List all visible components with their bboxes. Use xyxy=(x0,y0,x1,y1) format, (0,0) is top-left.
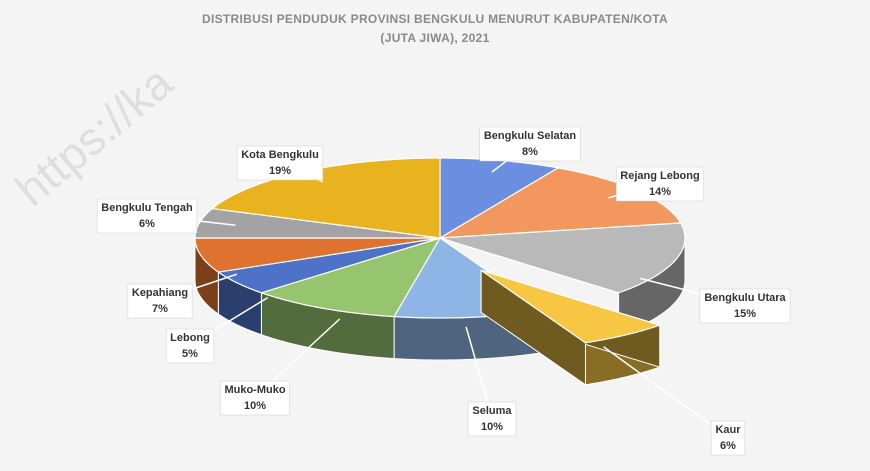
label-box xyxy=(220,380,290,416)
category-label: Seluma xyxy=(472,405,512,417)
data-label: Bengkulu Tengah 6% xyxy=(96,198,198,234)
label-box xyxy=(616,166,704,202)
pie-slice xyxy=(259,236,442,318)
category-label: Rejang Lebong xyxy=(620,170,699,182)
value-label: 6% xyxy=(139,218,155,230)
label-box xyxy=(479,126,581,162)
data-label: Bengkulu Selatan 8% xyxy=(479,126,581,162)
value-label: 10% xyxy=(481,421,503,433)
data-label: Seluma 10% xyxy=(467,401,517,437)
value-label: 14% xyxy=(649,186,671,198)
value-label: 15% xyxy=(734,308,756,320)
chart-title: DISTRIBUSI PENDUDUK PROVINSI BENGKULU ME… xyxy=(201,12,668,45)
data-label: Bengkulu Utara 15% xyxy=(699,288,791,324)
label-box xyxy=(236,145,324,181)
category-label: Muko-Muko xyxy=(224,384,285,396)
value-label: 7% xyxy=(152,303,168,315)
label-box xyxy=(467,401,517,437)
data-label: Kaur 6% xyxy=(710,420,746,456)
label-box xyxy=(127,283,193,319)
data-label: Muko-Muko 10% xyxy=(220,380,290,416)
data-label: Kota Bengkulu 19% xyxy=(236,145,324,181)
label-box xyxy=(699,288,791,324)
category-label: Lebong xyxy=(170,332,210,344)
pie-slice xyxy=(216,237,441,294)
category-label: Bengkulu Utara xyxy=(704,292,786,304)
value-label: 10% xyxy=(244,400,266,412)
category-label: Bengkulu Tengah xyxy=(101,202,193,214)
data-label: Lebong 5% xyxy=(165,328,215,364)
label-box xyxy=(165,328,215,364)
value-label: 5% xyxy=(182,348,198,360)
label-box xyxy=(710,420,746,456)
value-label: 8% xyxy=(522,146,538,158)
pie-slice xyxy=(439,222,686,294)
category-label: Kaur xyxy=(715,424,741,436)
category-label: Kepahiang xyxy=(132,287,188,299)
leader-line xyxy=(603,346,729,438)
pie-slice xyxy=(194,237,441,273)
pie-slice xyxy=(480,269,662,344)
value-label: 19% xyxy=(269,165,291,177)
label-box xyxy=(96,198,198,234)
value-label: 6% xyxy=(720,440,736,452)
data-label: Rejang Lebong 14% xyxy=(616,166,704,202)
category-label: Kota Bengkulu xyxy=(241,149,319,161)
data-label: Kepahiang 7% xyxy=(127,283,193,319)
category-label: Bengkulu Selatan xyxy=(484,130,577,142)
